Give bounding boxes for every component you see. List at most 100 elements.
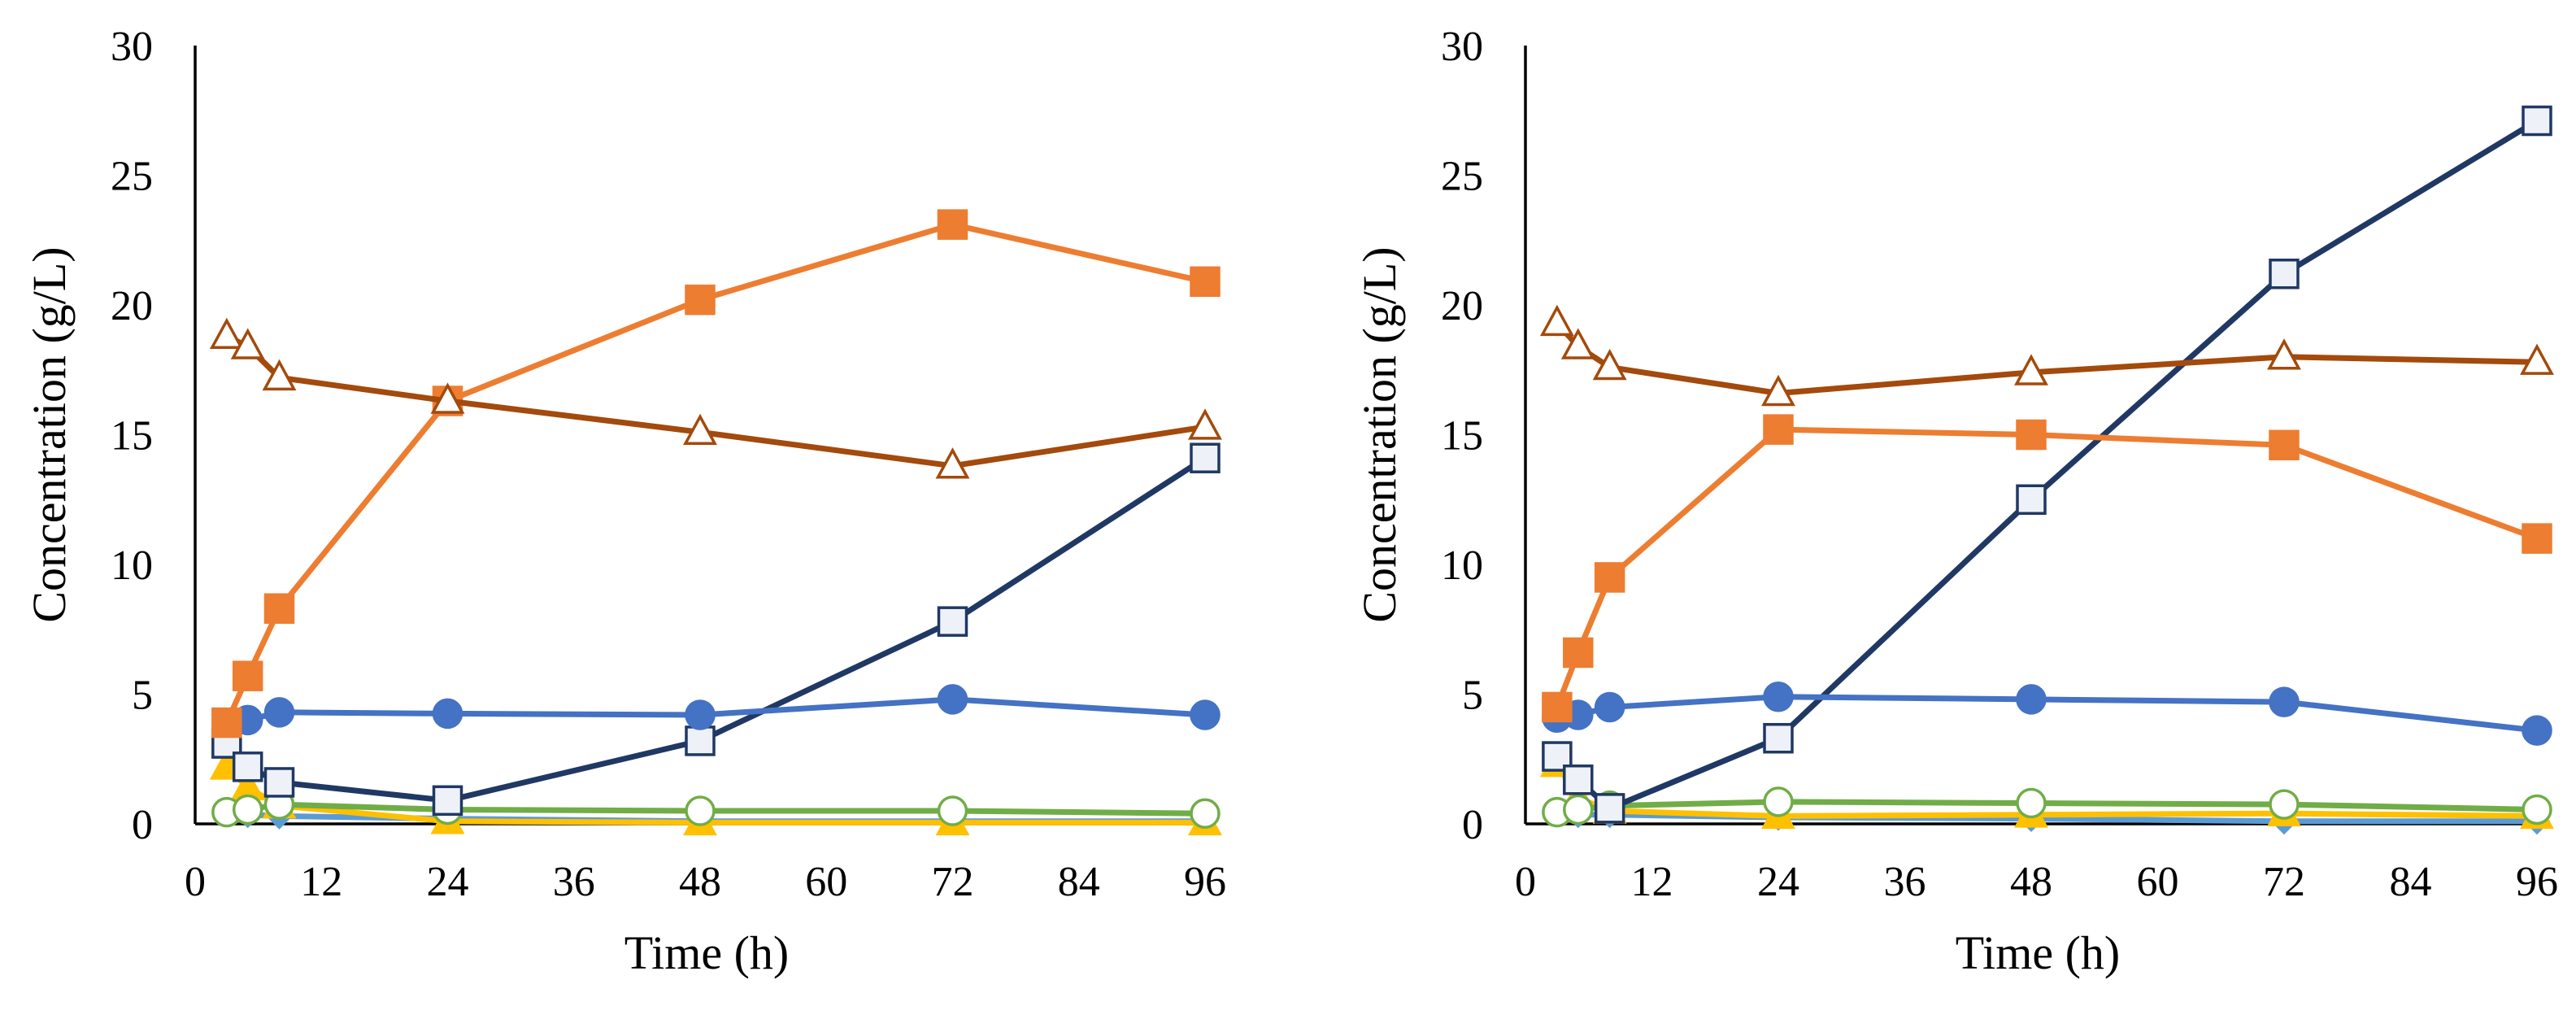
data-point-circle <box>2522 715 2552 746</box>
data-point-circle <box>937 795 968 826</box>
y-tick-label: 0 <box>1462 802 1483 848</box>
data-point-square <box>937 606 968 637</box>
data-point-square <box>1763 722 1794 754</box>
series-yellow-triangle <box>1539 745 2554 830</box>
data-point-triangle <box>209 317 244 350</box>
data-point-circle <box>2016 787 2047 819</box>
data-point-square <box>2522 105 2552 137</box>
data-point-square <box>685 284 716 316</box>
x-tick-label: 0 <box>1515 859 1536 905</box>
y-axis-title: Concentration (g/L) <box>23 246 76 622</box>
data-point-triangle <box>1188 408 1222 440</box>
x-tick-label: 36 <box>553 859 595 905</box>
series-line <box>224 333 1208 469</box>
data-point-square <box>685 725 716 756</box>
series-line <box>224 455 1208 804</box>
series-line <box>1554 320 2540 396</box>
data-point-square <box>1763 414 1794 445</box>
data-point-square <box>937 209 968 240</box>
data-point-square <box>1542 741 1573 772</box>
x-tick-label: 36 <box>1884 859 1926 905</box>
y-tick-label: 5 <box>132 673 153 719</box>
series-line <box>245 696 1208 723</box>
data-point-circle <box>1563 794 1594 826</box>
data-point-triangle <box>2267 338 2301 370</box>
data-point-triangle <box>230 328 265 359</box>
data-point-circle <box>2269 789 2300 820</box>
y-tick-label: 30 <box>1441 24 1483 70</box>
x-tick-label: 96 <box>1184 859 1226 905</box>
y-tick-label: 5 <box>1462 673 1483 719</box>
series-navy-square <box>1542 105 2552 824</box>
data-point-circle <box>2016 684 2047 715</box>
data-point-triangle <box>2520 343 2554 375</box>
series-navy-square <box>211 442 1221 817</box>
y-tick-label: 15 <box>1441 413 1483 460</box>
x-tick-label: 72 <box>932 859 974 905</box>
data-point-triangle <box>683 413 717 446</box>
chart-panel-right: 0 5 10 15 20 25 30 0 12 24 36 48 60 72 84 96 Time (h) Con… <box>1353 24 2558 979</box>
data-point-square <box>432 785 463 817</box>
data-point-circle <box>432 698 463 730</box>
y-axis-title: Concentration (g/L) <box>1353 246 1406 622</box>
data-point-square <box>2016 484 2047 515</box>
data-point-square <box>1190 266 1221 298</box>
x-tick-label: 84 <box>2390 859 2432 905</box>
data-point-circle <box>2269 686 2300 717</box>
data-point-triangle <box>262 359 297 391</box>
data-point-square <box>232 751 263 782</box>
y-tick-label: 15 <box>111 413 153 460</box>
y-tick-label: 10 <box>111 542 153 589</box>
data-point-circle <box>1763 786 1794 817</box>
data-point-circle <box>2522 794 2552 826</box>
data-point-circle <box>1190 798 1221 829</box>
data-point-circle <box>685 699 716 730</box>
data-point-square <box>1594 562 1625 593</box>
x-tick-label: 24 <box>1757 859 1799 905</box>
data-point-square <box>263 593 295 624</box>
x-tick-label: 12 <box>300 859 342 905</box>
x-tick-label: 60 <box>2137 859 2179 905</box>
data-point-triangle <box>1592 348 1627 381</box>
y-tick-label: 0 <box>132 802 153 848</box>
y-tick-label: 10 <box>1441 542 1483 589</box>
series-orange-square <box>1542 414 2552 723</box>
data-point-square <box>211 707 242 738</box>
y-tick-label: 20 <box>111 283 153 329</box>
data-point-triangle <box>1539 304 1574 337</box>
data-point-square <box>232 660 263 691</box>
series-line <box>1554 694 2540 734</box>
data-point-circle <box>937 684 968 715</box>
data-point-triangle <box>430 382 465 414</box>
x-tick-label: 24 <box>427 859 469 905</box>
series-orange-square <box>211 209 1221 738</box>
data-point-square <box>1190 442 1221 473</box>
data-point-circle <box>1190 699 1221 730</box>
data-point-circle <box>1763 681 1794 712</box>
chart-panel-left: 0 5 10 15 20 25 30 0 12 24 36 48 60 72 84 96 Time (h) Con… <box>23 24 1226 979</box>
data-point-square <box>1542 691 1573 723</box>
y-tick-label: 25 <box>1441 154 1483 200</box>
data-point-circle <box>263 697 295 728</box>
series-blue-circle <box>1542 681 2552 746</box>
series-brown-triangle <box>1539 304 2554 407</box>
data-point-triangle <box>935 447 970 479</box>
y-tick-label: 30 <box>111 24 153 70</box>
x-axis-title: Time (h) <box>624 926 790 979</box>
y-tick-label: 20 <box>1441 283 1483 329</box>
series-line <box>1554 426 2540 710</box>
series-brown-triangle <box>209 317 1222 479</box>
data-point-square <box>1563 765 1594 795</box>
x-axis-title: Time (h) <box>1956 926 2121 979</box>
x-tick-label: 12 <box>1631 859 1673 905</box>
series-line <box>1554 799 2540 816</box>
data-point-square <box>1594 793 1625 824</box>
series-blue-circle <box>232 684 1221 736</box>
data-point-circle <box>685 795 716 826</box>
data-point-square <box>2522 523 2552 554</box>
data-point-triangle <box>1560 328 1595 359</box>
data-point-square <box>263 767 295 798</box>
data-point-triangle <box>2014 354 2048 386</box>
data-point-square <box>1563 637 1594 669</box>
